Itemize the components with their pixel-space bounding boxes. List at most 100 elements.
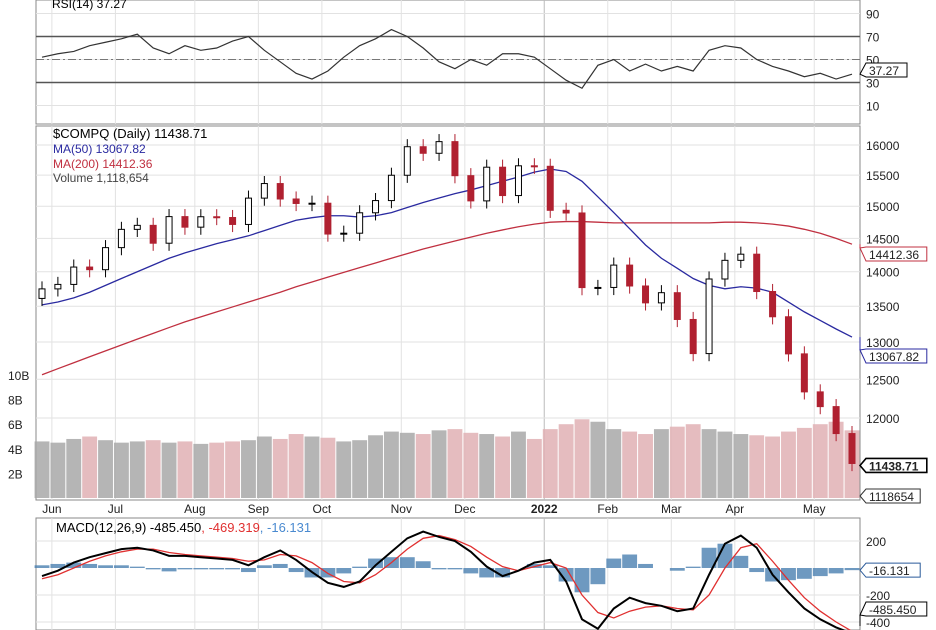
rsi-value-label-box bbox=[859, 62, 908, 78]
candle-down bbox=[848, 433, 856, 464]
candle-up bbox=[594, 286, 602, 289]
price-tick-label: 15500 bbox=[866, 169, 900, 183]
candle-down bbox=[642, 285, 650, 304]
candle-up bbox=[356, 212, 364, 234]
volume-bars bbox=[34, 419, 860, 498]
candle-down bbox=[86, 266, 94, 271]
macd-histogram-bar bbox=[733, 555, 749, 568]
x-tick-label: Oct bbox=[313, 502, 332, 516]
candle-down bbox=[673, 292, 681, 320]
panel-frame bbox=[35, 0, 861, 125]
candle-down bbox=[499, 166, 507, 197]
volume-bar bbox=[161, 442, 177, 498]
last-price-label: 11438.71 bbox=[869, 459, 919, 473]
macd-value-label-box bbox=[859, 601, 928, 617]
volume-bar bbox=[733, 434, 749, 498]
candle-up bbox=[705, 278, 713, 355]
rsi-value-label: 37.27 bbox=[869, 64, 899, 78]
macd-histogram-bar bbox=[431, 568, 447, 570]
volume-bar bbox=[209, 442, 225, 498]
volume-bar bbox=[495, 436, 511, 498]
volume-bar bbox=[511, 431, 526, 498]
macd-histogram-bar bbox=[50, 563, 66, 568]
rsi-tick-label: 10 bbox=[866, 100, 880, 114]
price-tick-label: 12000 bbox=[866, 412, 900, 426]
volume-bar bbox=[669, 426, 685, 498]
macd-histogram-bar bbox=[542, 565, 558, 568]
x-tick-label: Sep bbox=[248, 502, 270, 516]
candle-up bbox=[244, 197, 252, 225]
price-tick-label: 16000 bbox=[866, 139, 900, 153]
ma50-line bbox=[41, 168, 853, 338]
candle-up bbox=[70, 266, 78, 285]
macd-hist-value-label-box bbox=[859, 562, 921, 578]
candle-down bbox=[546, 165, 554, 211]
macd-line bbox=[41, 530, 846, 630]
candle-down bbox=[181, 216, 189, 228]
volume-bar bbox=[431, 430, 447, 498]
ma200-legend: MA(200) 14412.36 bbox=[53, 157, 153, 171]
volume-bar bbox=[812, 424, 828, 498]
candle-up bbox=[308, 202, 316, 205]
volume-bar bbox=[479, 434, 495, 498]
macd-histogram-bar bbox=[796, 568, 812, 579]
candle-down bbox=[753, 253, 761, 293]
rsi-line bbox=[41, 28, 853, 90]
macd-histogram-bar bbox=[828, 568, 844, 574]
volume-bar bbox=[113, 442, 129, 498]
candle-down bbox=[213, 216, 221, 219]
volume-bar bbox=[288, 434, 304, 498]
price-legend: $COMPQ (Daily) 11438.71 bbox=[53, 126, 207, 141]
rsi-legend: RSI(14) 37.27 bbox=[52, 0, 127, 11]
x-tick-label: Jul bbox=[108, 502, 123, 516]
volume-bar bbox=[34, 441, 50, 498]
volume-bar bbox=[352, 440, 368, 498]
volume-tick-label: 8B bbox=[8, 394, 23, 408]
volume-tick-label: 10B bbox=[8, 369, 29, 383]
macd-histogram-bar bbox=[161, 568, 177, 572]
volume-bar bbox=[129, 441, 145, 498]
candle-up bbox=[610, 264, 618, 288]
macd-histogram-bar bbox=[82, 563, 98, 568]
x-tick-label: Nov bbox=[391, 502, 412, 516]
macd-value-label: -485.450 bbox=[869, 603, 917, 617]
macd-histogram-bar bbox=[415, 561, 431, 568]
candle-up bbox=[721, 259, 729, 280]
candle-up bbox=[197, 216, 205, 228]
candle-down bbox=[229, 217, 237, 225]
volume-bar bbox=[638, 434, 653, 498]
candle-up bbox=[657, 292, 665, 304]
macd-histogram-bar bbox=[749, 568, 765, 573]
ma50-value-label: 13067.82 bbox=[869, 350, 919, 364]
candle-up bbox=[133, 224, 141, 230]
rsi-tick-label: 90 bbox=[866, 8, 880, 22]
candle-down bbox=[419, 146, 427, 154]
price-tick-label: 12500 bbox=[866, 373, 900, 387]
ma200-value-label: 14412.36 bbox=[869, 248, 919, 262]
volume-bar bbox=[796, 427, 812, 498]
volume-bar bbox=[828, 421, 844, 498]
volume-bar bbox=[241, 440, 256, 498]
x-tick-label: Apr bbox=[725, 502, 744, 516]
volume-bar bbox=[558, 424, 574, 498]
macd-histogram-bar bbox=[256, 565, 272, 568]
macd-legend: MACD(12,26,9) -485.450, -469.319, -16.13… bbox=[56, 520, 311, 535]
volume-bar bbox=[368, 435, 383, 498]
volume-bar bbox=[336, 441, 352, 498]
volume-bar bbox=[272, 438, 288, 498]
macd-histogram-bar bbox=[781, 568, 796, 581]
candle-up bbox=[737, 253, 745, 261]
volume-bar bbox=[399, 432, 415, 498]
candle-down bbox=[292, 198, 300, 204]
last-price-label-box bbox=[858, 457, 928, 474]
volume-bar bbox=[542, 429, 558, 498]
candle-down bbox=[832, 406, 840, 435]
volume-value-label: 1118654 bbox=[869, 490, 914, 504]
axes: Jun Jul Aug Sep Oct Nov Dec 2022 Feb Mar Apr May 10 3… bbox=[8, 8, 928, 630]
macd-histogram-bar bbox=[177, 568, 193, 570]
volume-bar bbox=[320, 437, 336, 498]
macd-histogram-bar bbox=[129, 566, 145, 568]
candle-down bbox=[784, 316, 792, 355]
macd-panel bbox=[34, 530, 860, 630]
